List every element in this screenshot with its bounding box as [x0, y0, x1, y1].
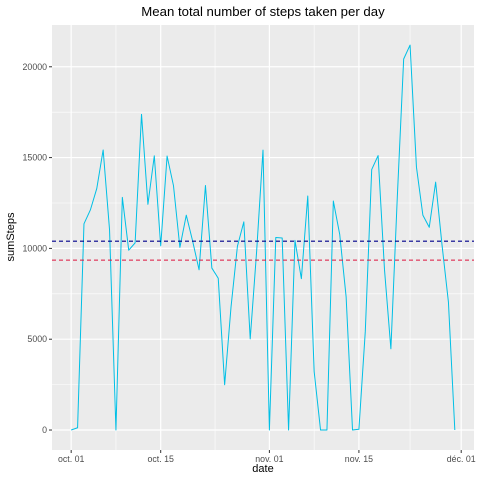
x-axis-title: date [252, 463, 273, 475]
x-tick-label: déc. 01 [447, 454, 476, 464]
y-tick-label: 10000 [23, 243, 48, 253]
x-tick-label: nov. 15 [345, 454, 373, 464]
x-axis: oct. 01 oct. 15 nov. 01 nov. 15 déc. 01 [58, 450, 476, 464]
y-tick-label: 15000 [23, 153, 48, 163]
y-tick-label: 0 [42, 425, 47, 435]
chart-title: Mean total number of steps taken per day [141, 4, 385, 19]
plot-panel [52, 25, 474, 450]
y-axis: 0 5000 10000 15000 20000 [23, 62, 52, 435]
x-tick-label: oct. 01 [58, 454, 85, 464]
y-tick-label: 5000 [27, 334, 47, 344]
y-axis-title: sumSteps [5, 212, 17, 261]
x-tick-label: oct. 15 [147, 454, 174, 464]
y-tick-label: 20000 [23, 62, 48, 72]
